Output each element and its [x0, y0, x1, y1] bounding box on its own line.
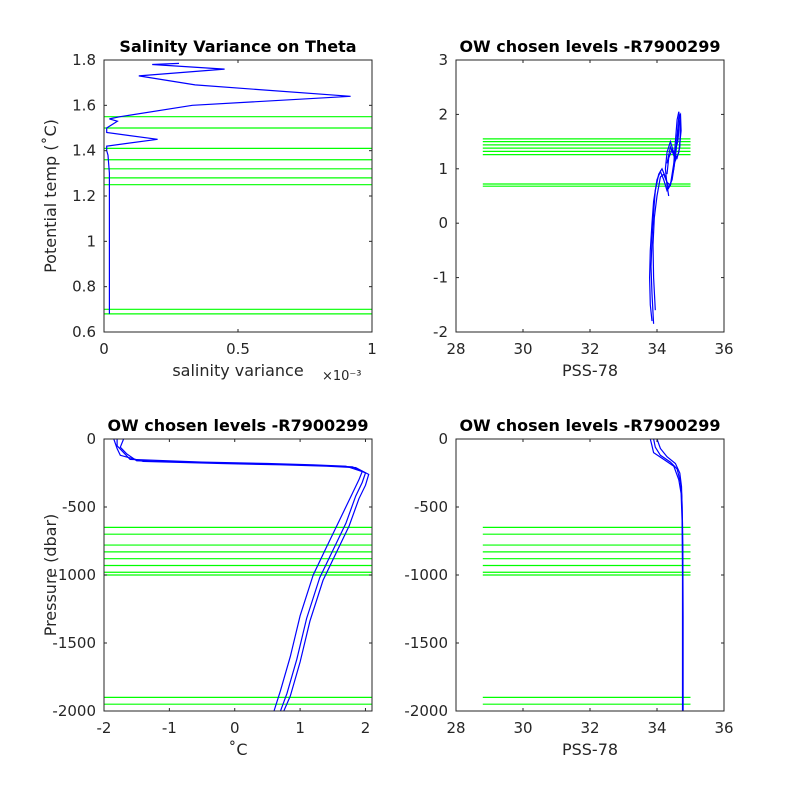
x-tick-label: 0.5	[226, 340, 250, 358]
y-tick-label: -1500	[52, 634, 96, 652]
y-tick-label: -1500	[404, 634, 448, 652]
y-axis-label: Potential temp (˚C)	[41, 119, 60, 273]
y-tick-label: 1	[86, 232, 96, 250]
profile-series-line	[106, 62, 351, 314]
x-axis-label: PSS-78	[562, 740, 618, 759]
x-axis-exponent-label: ×10⁻³	[322, 369, 362, 384]
plot-content	[482, 111, 691, 324]
x-tick-label: 1	[295, 719, 305, 737]
profile-series-line	[652, 119, 681, 311]
y-tick-label: -2000	[52, 702, 96, 720]
x-axis-label: salinity variance	[172, 361, 303, 380]
y-tick-label: -500	[62, 498, 96, 516]
panel-1: 0 0.5 1 0.6 0.8 1 1.2 1.4 1.6 1.8 Salinity Varianc…	[41, 37, 377, 384]
panel-4: 28 30 32 34 36 -2000 -1500 -1000 -500 0 OW chosen …	[404, 416, 733, 759]
x-tick-label: 36	[714, 719, 733, 737]
x-tick-label: 30	[513, 719, 532, 737]
profile-series-line	[656, 439, 684, 711]
y-tick-label: 3	[438, 51, 448, 69]
y-tick-label: -1	[433, 269, 448, 287]
panel-title: OW chosen levels -R7900299	[107, 416, 368, 435]
y-tick-label: 1.2	[72, 187, 96, 205]
x-tick-label: 36	[714, 340, 733, 358]
y-tick-label: -2	[433, 323, 448, 341]
y-tick-label: -500	[414, 498, 448, 516]
y-tick-label: 0	[438, 430, 448, 448]
y-tick-label: 0.8	[72, 278, 96, 296]
panel-2: 28 30 32 34 36 -2 -1 0 1 2 3 OW chosen levels -R790…	[433, 37, 734, 380]
y-tick-label: 1.6	[72, 96, 96, 114]
y-tick-label: -2000	[404, 702, 448, 720]
y-tick-label: 2	[438, 105, 448, 123]
x-tick-label: -2	[97, 719, 112, 737]
x-tick-label: -1	[162, 719, 177, 737]
profile-series-line	[113, 439, 370, 711]
y-tick-label: -1000	[404, 566, 448, 584]
plot-area	[456, 60, 724, 332]
x-tick-label: 32	[580, 340, 599, 358]
x-tick-label: 28	[446, 340, 465, 358]
y-tick-label: -1000	[52, 566, 96, 584]
y-tick-label: 0.6	[72, 323, 96, 341]
profile-series-line	[116, 439, 363, 711]
y-tick-label: 1.8	[72, 51, 96, 69]
plot-area	[104, 60, 372, 332]
x-tick-label: 1	[367, 340, 377, 358]
plot-content	[482, 439, 691, 711]
x-tick-label: 2	[361, 719, 371, 737]
x-tick-label: 28	[446, 719, 465, 737]
panel-title: Salinity Variance on Theta	[119, 37, 356, 56]
x-axis-label: PSS-78	[562, 361, 618, 380]
y-tick-label: 0	[86, 430, 96, 448]
plot-content	[104, 62, 372, 315]
y-tick-label: 0	[438, 214, 448, 232]
x-tick-label: 0	[99, 340, 109, 358]
x-tick-label: 32	[580, 719, 599, 737]
x-tick-label: 30	[513, 340, 532, 358]
x-tick-label: 34	[647, 340, 666, 358]
x-tick-label: 34	[647, 719, 666, 737]
panel-3: -2 -1 0 1 2 -2000 -1500 -1000 -500 0 OW chosen lev…	[41, 416, 373, 759]
x-tick-label: 0	[230, 719, 240, 737]
y-axis-label: Pressure (dbar)	[41, 514, 60, 637]
y-tick-label: 1.4	[72, 142, 96, 160]
panel-title: OW chosen levels -R7900299	[459, 37, 720, 56]
panel-title: OW chosen levels -R7900299	[459, 416, 720, 435]
plot-content	[104, 439, 372, 711]
x-axis-label: ˚C	[228, 740, 247, 759]
y-tick-label: 1	[438, 160, 448, 178]
